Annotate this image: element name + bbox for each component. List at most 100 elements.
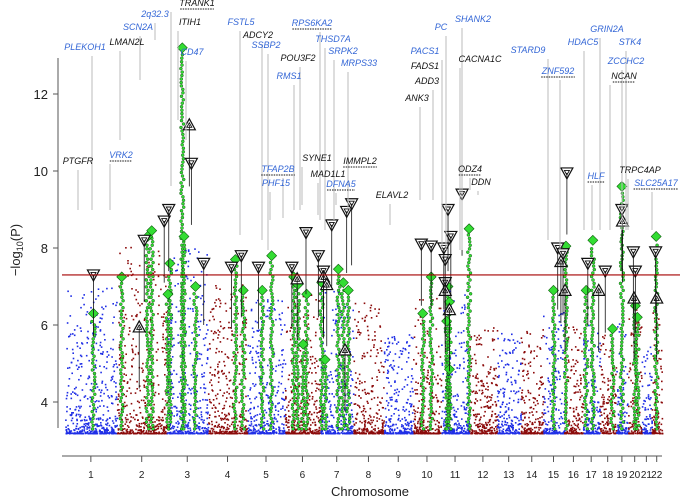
snp-point bbox=[333, 416, 335, 419]
snp-point bbox=[131, 373, 133, 376]
snp-point bbox=[334, 431, 336, 433]
snp-point bbox=[345, 423, 347, 425]
snp-point bbox=[442, 396, 445, 399]
snp-point bbox=[471, 429, 473, 431]
snp-point bbox=[573, 429, 575, 432]
snp-point bbox=[274, 309, 276, 311]
snp-point bbox=[399, 430, 401, 433]
snp-point bbox=[129, 330, 131, 332]
snp-point bbox=[471, 431, 474, 433]
snp-point bbox=[417, 352, 420, 355]
snp-point bbox=[475, 424, 477, 427]
snp-point bbox=[435, 328, 438, 330]
snp-point bbox=[381, 422, 384, 424]
snp-point bbox=[549, 403, 552, 405]
snp-point bbox=[215, 415, 217, 418]
snp-point bbox=[520, 413, 523, 415]
snp-point bbox=[454, 423, 456, 425]
snp-point bbox=[202, 427, 204, 429]
snp-point bbox=[116, 409, 119, 411]
snp-point bbox=[65, 397, 68, 400]
snp-point bbox=[337, 431, 339, 434]
snp-point bbox=[596, 432, 598, 435]
snp-point bbox=[492, 377, 495, 380]
snp-point bbox=[592, 432, 595, 435]
snp-point bbox=[614, 423, 617, 426]
snp-point bbox=[596, 355, 599, 358]
snp-point bbox=[282, 363, 284, 365]
snp-point bbox=[229, 432, 232, 434]
snp-point bbox=[596, 406, 598, 409]
snp-point bbox=[570, 432, 572, 435]
snp-point bbox=[414, 427, 416, 429]
snp-point bbox=[411, 368, 413, 370]
snp-point bbox=[245, 410, 247, 412]
snp-point bbox=[368, 392, 370, 395]
snp-point bbox=[178, 430, 180, 432]
snp-point bbox=[281, 370, 283, 373]
snp-point bbox=[356, 431, 359, 434]
snp-point bbox=[107, 395, 109, 397]
snp-point bbox=[90, 322, 92, 324]
snp-point bbox=[99, 418, 102, 420]
snp-point bbox=[119, 354, 121, 356]
snp-point bbox=[576, 328, 578, 331]
snp-point bbox=[343, 367, 345, 370]
snp-point bbox=[338, 432, 341, 435]
snp-point bbox=[343, 428, 345, 431]
snp-point bbox=[97, 406, 99, 409]
snp-point bbox=[510, 431, 512, 434]
snp-point bbox=[571, 348, 573, 351]
snp-point bbox=[187, 249, 190, 251]
snp-point bbox=[389, 351, 391, 353]
snp-point bbox=[382, 371, 385, 374]
snp-point bbox=[99, 329, 102, 331]
snp-point bbox=[555, 370, 557, 373]
snp-point bbox=[298, 431, 301, 434]
snp-point bbox=[210, 427, 213, 430]
snp-point bbox=[509, 339, 511, 342]
snp-point bbox=[370, 398, 373, 401]
snp-point bbox=[269, 432, 271, 434]
snp-point bbox=[287, 431, 289, 433]
snp-point bbox=[615, 402, 617, 404]
snp-point bbox=[353, 403, 356, 405]
snp-point bbox=[79, 430, 81, 433]
snp-point bbox=[300, 360, 302, 362]
snp-point bbox=[473, 353, 476, 356]
snp-point bbox=[72, 391, 74, 393]
snp-point bbox=[118, 358, 121, 360]
snp-point bbox=[607, 424, 609, 426]
snp-point bbox=[580, 383, 582, 385]
snp-point bbox=[73, 388, 76, 390]
snp-point bbox=[489, 407, 492, 409]
snp-point bbox=[175, 373, 178, 375]
snp-point bbox=[144, 402, 146, 404]
snp-point bbox=[259, 431, 262, 433]
snp-point bbox=[286, 406, 288, 409]
snp-point bbox=[614, 402, 616, 404]
snp-point bbox=[158, 393, 160, 395]
snp-point bbox=[402, 432, 404, 435]
snp-point bbox=[217, 334, 220, 336]
snp-point bbox=[358, 331, 360, 333]
snp-point bbox=[333, 395, 335, 398]
snp-point bbox=[310, 432, 313, 434]
snp-point bbox=[226, 432, 228, 435]
snp-point bbox=[603, 381, 606, 384]
snp-point bbox=[333, 290, 335, 293]
snp-point bbox=[334, 322, 337, 325]
snp-point bbox=[603, 431, 605, 433]
snp-point bbox=[562, 422, 564, 424]
snp-point bbox=[285, 421, 287, 423]
snp-point bbox=[124, 313, 127, 316]
snp-point bbox=[251, 417, 253, 420]
snp-point bbox=[101, 427, 103, 430]
snp-point bbox=[363, 408, 366, 410]
snp-point bbox=[292, 432, 295, 435]
snp-point bbox=[221, 412, 223, 414]
snp-point bbox=[463, 401, 465, 404]
snp-point bbox=[415, 363, 417, 365]
snp-point bbox=[186, 384, 189, 386]
snp-point bbox=[229, 307, 232, 309]
